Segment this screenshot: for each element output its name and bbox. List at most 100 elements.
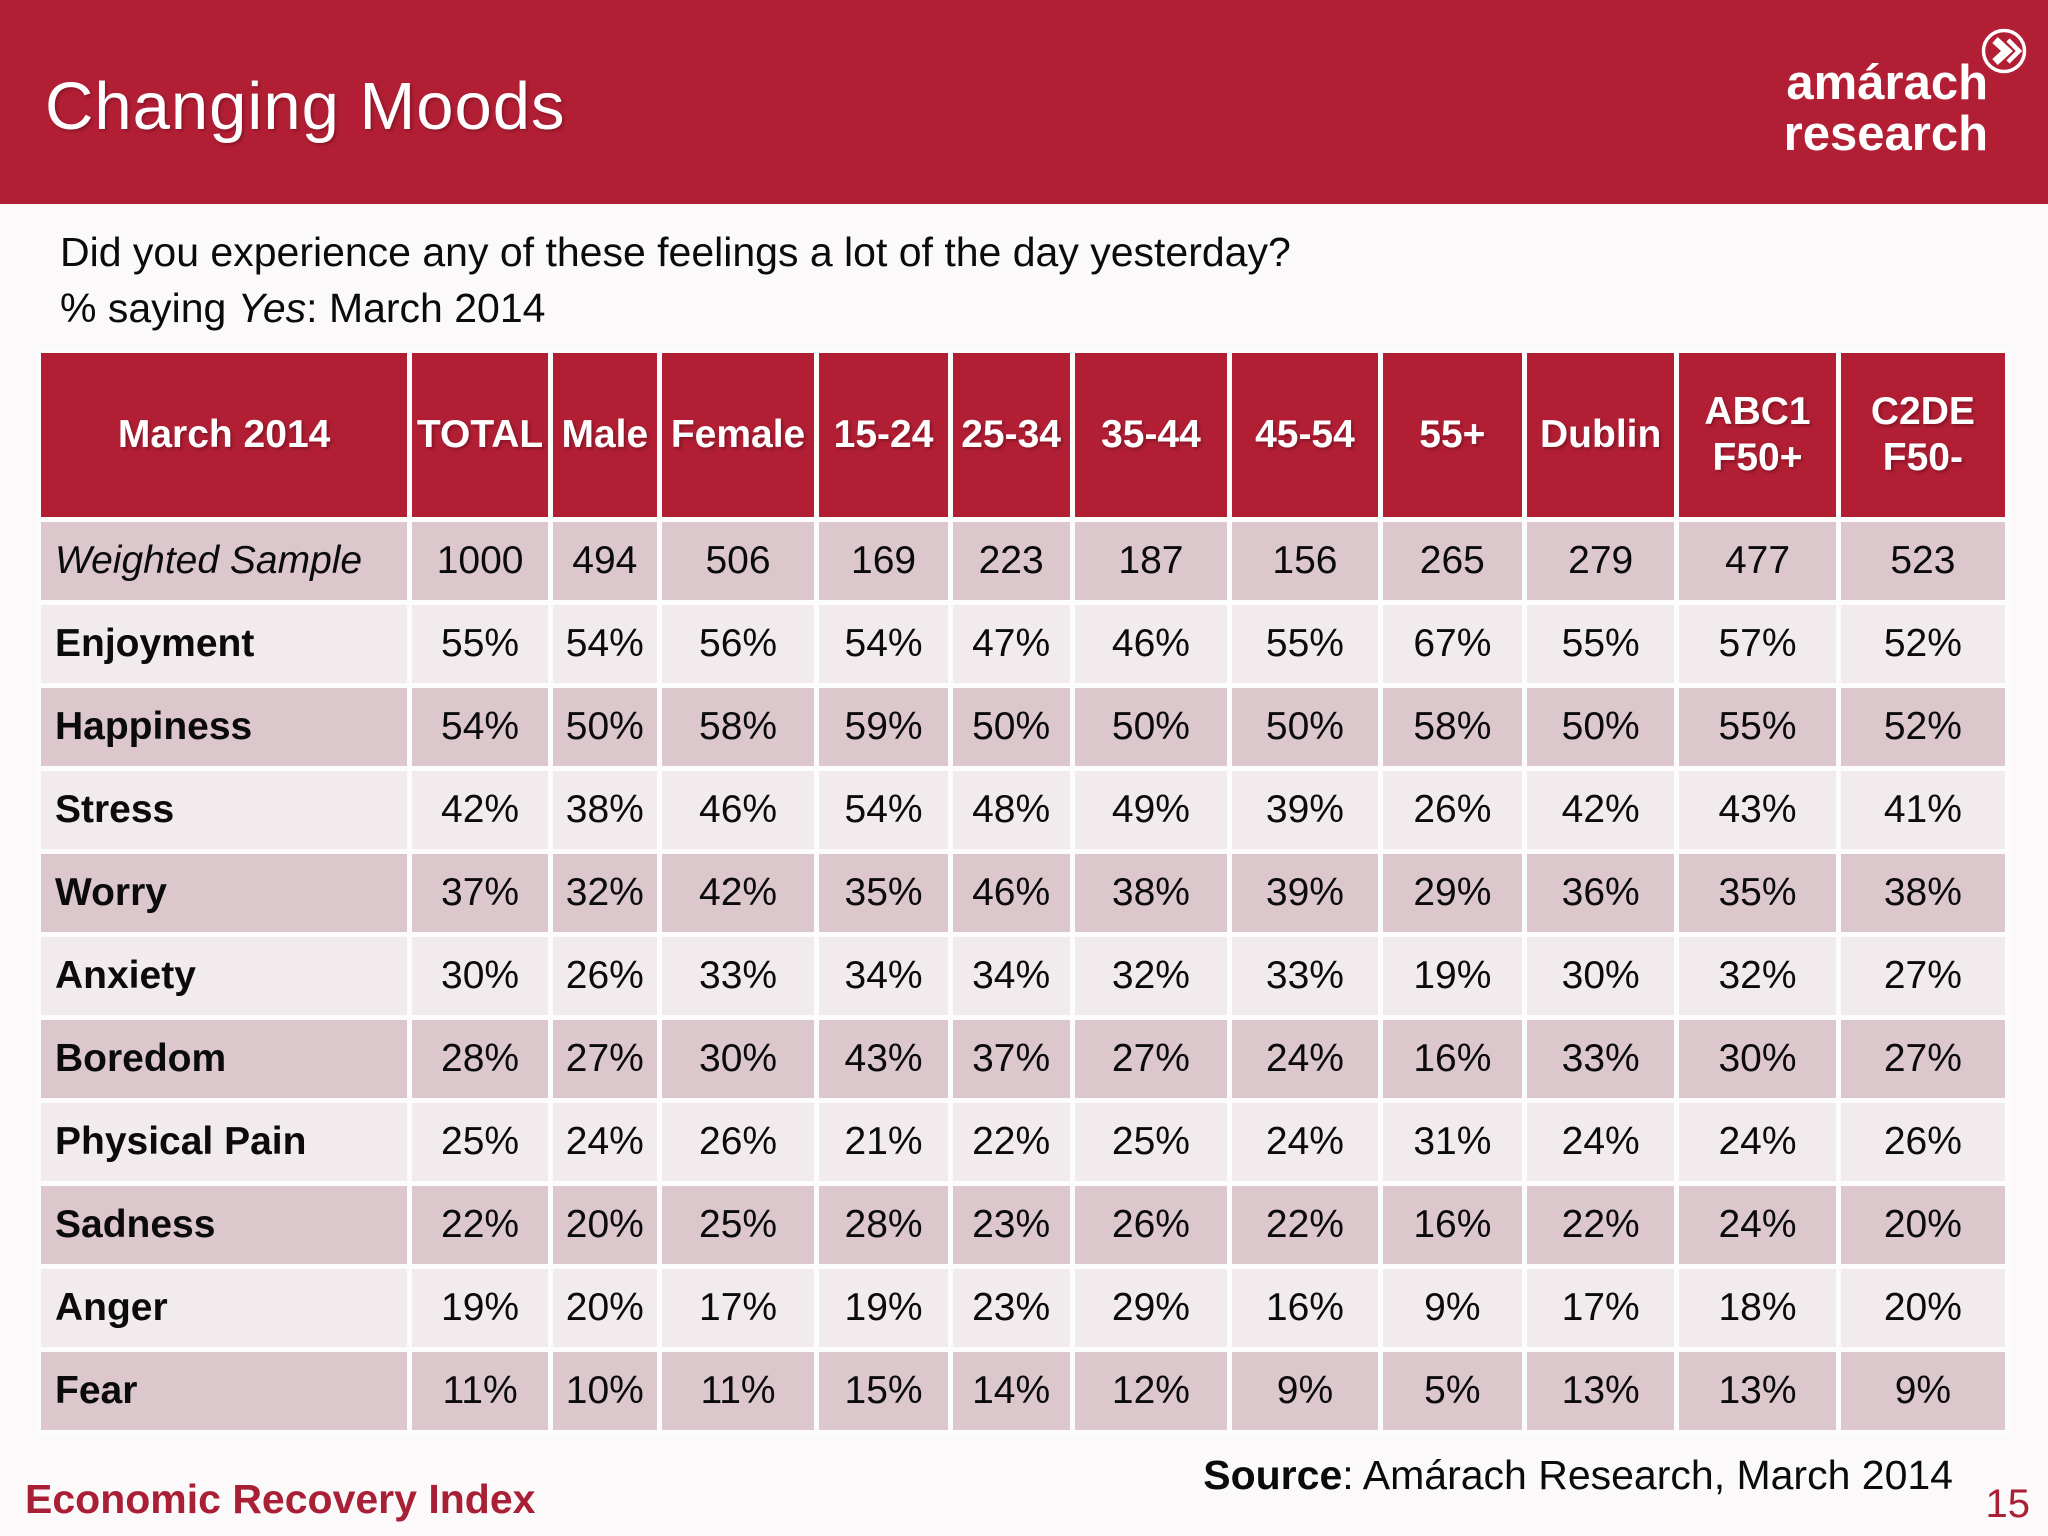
table-cell: 26% xyxy=(1069,1181,1233,1269)
table-cell: 29% xyxy=(1069,1264,1233,1352)
table-cell: 19% xyxy=(1377,932,1528,1020)
table-cell: 26% xyxy=(1377,766,1528,854)
table-cell: 31% xyxy=(1377,1098,1528,1186)
table-cell: 58% xyxy=(656,683,820,771)
table-cell: 46% xyxy=(947,849,1075,937)
moods-data-table: March 2014 TOTAL Male Female 15-24 25-34 35-44… xyxy=(35,348,2011,1435)
table-cell: 20% xyxy=(547,1264,662,1352)
table-cell: 11% xyxy=(656,1347,820,1435)
table-cell: 25% xyxy=(1069,1098,1233,1186)
table-cell: 33% xyxy=(1227,932,1383,1020)
column-header-8: 55+ xyxy=(1377,348,1528,522)
row-label: Weighted Sample xyxy=(35,517,413,605)
table-cell: 24% xyxy=(547,1098,662,1186)
page-number: 15 xyxy=(1985,1482,2031,1526)
table-cell: 12% xyxy=(1069,1347,1233,1435)
column-header-5: 25-34 xyxy=(947,348,1075,522)
table-cell: 46% xyxy=(656,766,820,854)
table-cell: 24% xyxy=(1227,1015,1383,1103)
table-cell: 1000 xyxy=(407,517,553,605)
table-cell: 5% xyxy=(1377,1347,1528,1435)
table-cell: 38% xyxy=(1835,849,2011,937)
column-header-11: C2DE F50- xyxy=(1835,348,2011,522)
table-cell: 16% xyxy=(1377,1015,1528,1103)
table-cell: 43% xyxy=(1674,766,1841,854)
table-cell: 24% xyxy=(1674,1098,1841,1186)
table-cell: 50% xyxy=(1522,683,1680,771)
table-cell: 13% xyxy=(1522,1347,1680,1435)
table-cell: 59% xyxy=(814,683,953,771)
double-chevron-right-circle-icon xyxy=(1981,28,2027,74)
yes-italic: Yes xyxy=(237,285,307,331)
table-cell: 37% xyxy=(947,1015,1075,1103)
table-row-9: Anger 19% 20% 17% 19% 23% 29% 16% 9% 17% 18% 20% xyxy=(35,1264,2011,1352)
table-cell: 14% xyxy=(947,1347,1075,1435)
table-row-0: Weighted Sample 1000 494 506 169 223 187 156 265… xyxy=(35,517,2011,605)
column-header-7: 45-54 xyxy=(1227,348,1383,522)
row-label: Physical Pain xyxy=(35,1098,413,1186)
row-label: Boredom xyxy=(35,1015,413,1103)
table-cell: 20% xyxy=(1835,1181,2011,1269)
row-label: Anxiety xyxy=(35,932,413,1020)
table-cell: 55% xyxy=(1674,683,1841,771)
table-cell: 35% xyxy=(814,849,953,937)
table-cell: 52% xyxy=(1835,600,2011,688)
table-cell: 22% xyxy=(1522,1181,1680,1269)
table-cell: 56% xyxy=(656,600,820,688)
column-header-3: Female xyxy=(656,348,820,522)
table-cell: 494 xyxy=(547,517,662,605)
table-cell: 33% xyxy=(656,932,820,1020)
table-row-2: Happiness 54% 50% 58% 59% 50% 50% 50% 58% 50% 55% 5… xyxy=(35,683,2011,771)
table-cell: 30% xyxy=(1674,1015,1841,1103)
table-cell: 33% xyxy=(1522,1015,1680,1103)
table-cell: 55% xyxy=(407,600,553,688)
table-cell: 54% xyxy=(407,683,553,771)
row-label: Anger xyxy=(35,1264,413,1352)
page-title: Changing Moods xyxy=(45,69,566,144)
table-cell: 17% xyxy=(1522,1264,1680,1352)
table-cell: 52% xyxy=(1835,683,2011,771)
table-cell: 477 xyxy=(1674,517,1841,605)
table-cell: 16% xyxy=(1227,1264,1383,1352)
table-cell: 54% xyxy=(814,766,953,854)
column-header-10: ABC1 F50+ xyxy=(1674,348,1841,522)
table-cell: 19% xyxy=(407,1264,553,1352)
table-cell: 29% xyxy=(1377,849,1528,937)
table-cell: 16% xyxy=(1377,1181,1528,1269)
table-cell: 36% xyxy=(1522,849,1680,937)
table-cell: 27% xyxy=(1835,932,2011,1020)
table-cell: 43% xyxy=(814,1015,953,1103)
table-cell: 28% xyxy=(407,1015,553,1103)
title-band: Changing Moods amárach research xyxy=(0,0,2048,204)
table-cell: 37% xyxy=(407,849,553,937)
table-cell: 41% xyxy=(1835,766,2011,854)
table-cell: 24% xyxy=(1522,1098,1680,1186)
table-cell: 265 xyxy=(1377,517,1528,605)
table-cell: 30% xyxy=(1522,932,1680,1020)
table-cell: 57% xyxy=(1674,600,1841,688)
table-cell: 18% xyxy=(1674,1264,1841,1352)
table-cell: 26% xyxy=(656,1098,820,1186)
table-cell: 55% xyxy=(1227,600,1383,688)
table-cell: 22% xyxy=(407,1181,553,1269)
table-header-row: March 2014 TOTAL Male Female 15-24 25-34 35-44… xyxy=(35,348,2011,522)
column-header-2: Male xyxy=(547,348,662,522)
amarach-research-logo: amárach research xyxy=(1784,58,1988,160)
source-text: : Amárach Research, March 2014 xyxy=(1342,1452,1953,1498)
table-cell: 26% xyxy=(547,932,662,1020)
table-cell: 26% xyxy=(1835,1098,2011,1186)
column-header-4: 15-24 xyxy=(814,348,953,522)
table-cell: 28% xyxy=(814,1181,953,1269)
table-cell: 27% xyxy=(1835,1015,2011,1103)
question-line-2: % saying Yes: March 2014 xyxy=(60,285,546,331)
table-cell: 169 xyxy=(814,517,953,605)
row-label: Worry xyxy=(35,849,413,937)
table-cell: 35% xyxy=(1674,849,1841,937)
row-label: Enjoyment xyxy=(35,600,413,688)
table-cell: 42% xyxy=(407,766,553,854)
table-cell: 24% xyxy=(1227,1098,1383,1186)
table-cell: 34% xyxy=(814,932,953,1020)
table-cell: 506 xyxy=(656,517,820,605)
row-label: Sadness xyxy=(35,1181,413,1269)
table-cell: 21% xyxy=(814,1098,953,1186)
